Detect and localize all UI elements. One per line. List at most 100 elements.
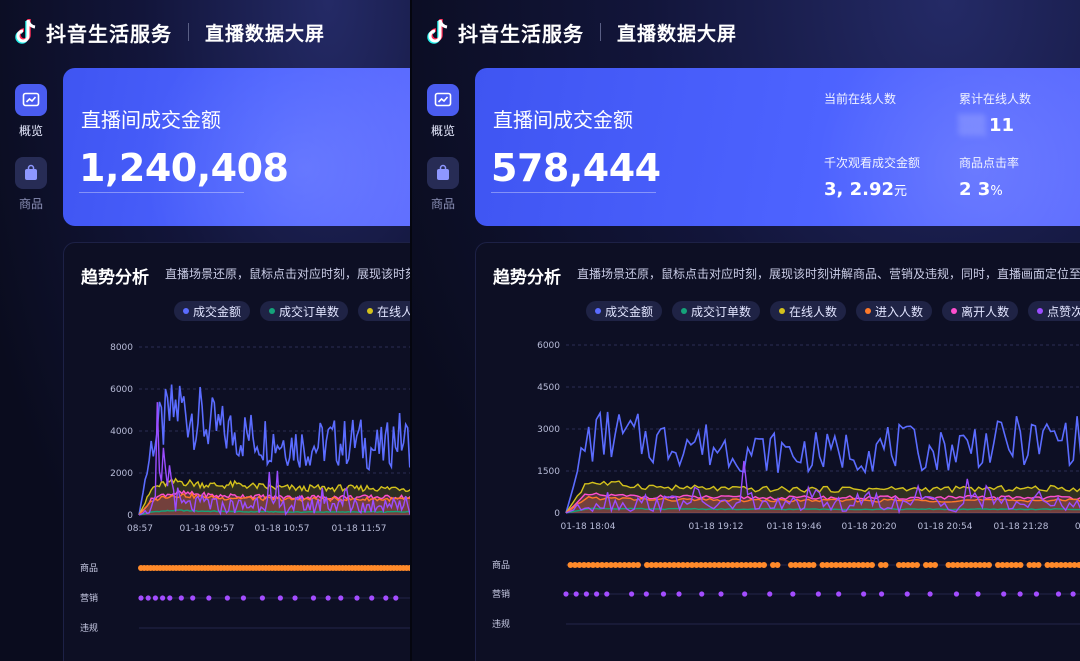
- product-event-dot[interactable]: [986, 562, 992, 568]
- product-event-dot[interactable]: [788, 562, 794, 568]
- marketing-event-dot[interactable]: [953, 591, 960, 597]
- marketing-event-dot[interactable]: [325, 595, 331, 601]
- marketing-event-dot[interactable]: [160, 595, 166, 601]
- marketing-event-dot[interactable]: [643, 591, 649, 597]
- product-event-dot[interactable]: [576, 562, 583, 568]
- marketing-event-dot[interactable]: [178, 595, 184, 601]
- legend-item[interactable]: 点赞次: [1028, 301, 1080, 321]
- trend-chart[interactable]: 0 2000 4000 6000 8000 08:57 01-18 09:57 01-18 1…: [64, 243, 410, 661]
- marketing-event-dot[interactable]: [1001, 591, 1007, 597]
- series-line-离开人数[interactable]: [138, 489, 410, 516]
- series-line-离开人数[interactable]: [565, 492, 1080, 514]
- marketing-event-dot[interactable]: [277, 595, 283, 601]
- product-event-dot[interactable]: [738, 562, 745, 568]
- trend-chart[interactable]: 0 1500 3000 4500 6000 01-18 18:04 01-18 19:12 0…: [476, 243, 1080, 661]
- series-line-点赞次数[interactable]: [138, 402, 410, 516]
- product-event-dot[interactable]: [756, 562, 763, 568]
- product-event-dot[interactable]: [954, 562, 961, 568]
- product-event-dot[interactable]: [761, 562, 767, 568]
- product-event-dot[interactable]: [707, 562, 713, 568]
- product-event-dot[interactable]: [572, 562, 578, 568]
- series-line-成交金额[interactable]: [138, 384, 410, 516]
- product-event-dot[interactable]: [869, 562, 875, 568]
- product-event-dot[interactable]: [909, 562, 916, 568]
- product-event-dot[interactable]: [819, 562, 826, 568]
- marketing-event-dot[interactable]: [676, 591, 682, 597]
- legend-item[interactable]: 成交金额: [174, 301, 251, 321]
- product-event-dot[interactable]: [608, 562, 614, 568]
- marketing-event-dot[interactable]: [790, 591, 796, 597]
- marketing-event-dot[interactable]: [1017, 591, 1023, 597]
- sidebar-item-products[interactable]: 商品: [424, 157, 462, 212]
- marketing-event-dot[interactable]: [240, 595, 247, 601]
- marketing-event-dot[interactable]: [1070, 591, 1076, 597]
- product-event-dot[interactable]: [743, 562, 749, 568]
- legend-item[interactable]: 离开人数: [942, 301, 1019, 321]
- product-event-dot[interactable]: [900, 562, 907, 568]
- product-event-dot[interactable]: [1053, 562, 1060, 568]
- marketing-event-dot[interactable]: [628, 591, 635, 597]
- marketing-event-dot[interactable]: [224, 595, 230, 601]
- series-line-成交金额[interactable]: [565, 410, 1080, 514]
- product-event-dot[interactable]: [752, 562, 758, 568]
- product-event-dot[interactable]: [770, 562, 776, 568]
- product-event-dot[interactable]: [567, 562, 574, 568]
- product-event-dot[interactable]: [860, 562, 866, 568]
- marketing-event-dot[interactable]: [861, 591, 867, 597]
- series-line-进入人数[interactable]: [138, 492, 410, 516]
- product-event-dot[interactable]: [1058, 562, 1064, 568]
- product-event-dot[interactable]: [1004, 562, 1010, 568]
- product-event-dot[interactable]: [855, 562, 862, 568]
- product-event-dot[interactable]: [797, 562, 803, 568]
- series-line-成交订单数[interactable]: [138, 509, 410, 516]
- marketing-event-dot[interactable]: [259, 595, 265, 601]
- legend-item[interactable]: 在线人数: [770, 301, 847, 321]
- marketing-event-dot[interactable]: [573, 591, 579, 597]
- product-event-dot[interactable]: [648, 562, 655, 568]
- product-event-dot[interactable]: [1076, 562, 1080, 568]
- product-event-dot[interactable]: [950, 562, 956, 568]
- product-event-dot[interactable]: [882, 562, 889, 568]
- product-event-dot[interactable]: [626, 562, 632, 568]
- product-event-dot[interactable]: [959, 562, 965, 568]
- product-event-dot[interactable]: [666, 562, 673, 568]
- product-event-dot[interactable]: [1031, 562, 1037, 568]
- product-event-dot[interactable]: [1067, 562, 1073, 568]
- legend-item[interactable]: 进入人数: [856, 301, 933, 321]
- series-line-在线人数[interactable]: [565, 480, 1080, 514]
- legend-item[interactable]: 在线人: [358, 301, 410, 321]
- marketing-event-dot[interactable]: [594, 591, 600, 597]
- product-event-dot[interactable]: [684, 562, 691, 568]
- product-event-dot[interactable]: [662, 562, 668, 568]
- marketing-event-dot[interactable]: [767, 591, 773, 597]
- product-event-dot[interactable]: [1013, 562, 1019, 568]
- product-event-dot[interactable]: [702, 562, 709, 568]
- marketing-event-dot[interactable]: [1055, 591, 1062, 597]
- product-event-dot[interactable]: [828, 562, 835, 568]
- marketing-event-dot[interactable]: [393, 595, 399, 601]
- marketing-event-dot[interactable]: [563, 591, 569, 597]
- product-event-dot[interactable]: [635, 562, 641, 568]
- marketing-event-dot[interactable]: [660, 591, 667, 597]
- product-event-dot[interactable]: [603, 562, 610, 568]
- product-event-dot[interactable]: [932, 562, 938, 568]
- product-event-dot[interactable]: [851, 562, 857, 568]
- product-event-dot[interactable]: [1026, 562, 1033, 568]
- product-event-dot[interactable]: [864, 562, 871, 568]
- marketing-event-dot[interactable]: [742, 591, 748, 597]
- product-event-dot[interactable]: [977, 562, 983, 568]
- product-event-dot[interactable]: [585, 562, 592, 568]
- marketing-event-dot[interactable]: [927, 591, 933, 597]
- legend-item[interactable]: 成交订单数: [260, 301, 349, 321]
- series-line-点赞次数[interactable]: [565, 460, 1080, 515]
- product-event-dot[interactable]: [923, 562, 929, 568]
- product-event-dot[interactable]: [1035, 562, 1042, 568]
- product-event-dot[interactable]: [927, 562, 934, 568]
- product-event-dot[interactable]: [644, 562, 650, 568]
- product-event-dot[interactable]: [801, 562, 808, 568]
- product-event-dot[interactable]: [675, 562, 682, 568]
- product-event-dot[interactable]: [774, 562, 781, 568]
- sidebar-item-products[interactable]: 商品: [12, 157, 50, 212]
- product-event-dot[interactable]: [963, 562, 970, 568]
- marketing-event-dot[interactable]: [369, 595, 375, 601]
